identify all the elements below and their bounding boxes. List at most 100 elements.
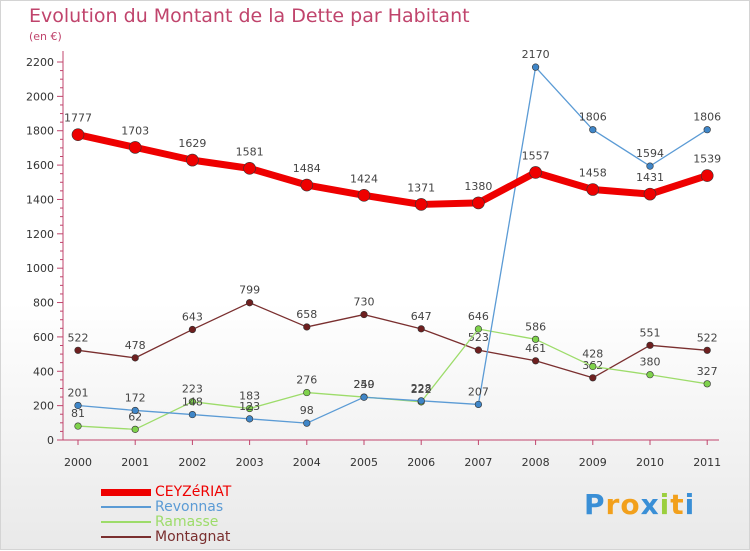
data-point [531, 335, 540, 343]
data-point [188, 325, 196, 334]
x-tick-label: 2000 [64, 456, 92, 469]
data-label: 98 [300, 404, 314, 417]
data-label: 1806 [579, 111, 607, 124]
data-label: 172 [125, 391, 146, 404]
series-layer: 5224786437996587306475234613625515228162… [64, 48, 721, 433]
data-label: 1594 [636, 147, 664, 160]
data-label: 250 [354, 378, 375, 391]
data-label: 522 [68, 331, 89, 344]
data-point [131, 406, 139, 415]
x-tick-label: 2010 [636, 456, 664, 469]
legend-item-ceyzeriat: CEYZéRIAT [101, 485, 231, 500]
data-point [303, 388, 311, 397]
data-label: 730 [354, 296, 375, 309]
data-point [474, 400, 483, 409]
data-point [186, 153, 199, 167]
data-label: 2170 [522, 48, 550, 61]
data-point [703, 380, 711, 388]
axes: 0 200 400 600 800 1000 1200 1400 1600 1800 2000 220… [26, 51, 721, 469]
data-label: 1424 [350, 172, 378, 185]
data-point [589, 374, 597, 382]
data-point [74, 422, 82, 430]
data-point [74, 401, 82, 410]
legend-item-revonnas: Revonnas [101, 500, 231, 515]
y-tick-label: 200 [33, 400, 54, 413]
x-tick-label: 2009 [579, 456, 607, 469]
legend-swatch-revonnas [101, 506, 151, 508]
series-1: 201 172 148 123 98 249 228 207 2170 1806 1594 1806 [68, 48, 721, 427]
y-tick-label: 400 [33, 365, 54, 378]
data-point [474, 346, 483, 354]
data-label: 81 [71, 407, 85, 420]
proxiti-logo: Proxiti [584, 488, 695, 521]
series-line [77, 66, 708, 424]
data-label: 228 [411, 382, 432, 395]
data-label: 522 [697, 331, 718, 344]
data-point [417, 397, 425, 405]
data-label: 478 [125, 339, 146, 352]
data-point [700, 169, 714, 182]
data-label: 1371 [407, 181, 435, 194]
legend-item-montagnat: Montagnat [101, 530, 231, 545]
legend-label-revonnas: Revonnas [155, 499, 224, 515]
data-label: 643 [182, 311, 203, 324]
legend-item-ramasse: Ramasse [101, 515, 231, 530]
data-point [589, 362, 597, 371]
data-label: 327 [697, 365, 718, 378]
data-point [586, 183, 600, 196]
y-tick-label: 2000 [26, 90, 54, 103]
data-label: 1458 [579, 166, 607, 179]
data-point [646, 162, 654, 170]
data-point [131, 425, 139, 433]
y-tick-label: 0 [47, 434, 54, 447]
data-label: 1703 [121, 124, 149, 137]
data-point [188, 398, 196, 406]
data-point [529, 166, 542, 179]
data-label: 249 [354, 378, 375, 391]
y-tick-label: 800 [33, 297, 54, 310]
data-label: 646 [468, 310, 489, 323]
data-label: 551 [640, 326, 661, 339]
x-tick-label: 2001 [121, 456, 149, 469]
legend-swatch-ramasse [101, 521, 151, 523]
legend-label-montagnat: Montagnat [155, 529, 231, 545]
data-label: 1581 [236, 145, 264, 158]
logo-letter: r [605, 488, 621, 521]
data-label: 1484 [293, 162, 321, 175]
data-label: 1777 [64, 112, 92, 125]
series-line [77, 328, 708, 430]
x-tick-label: 2006 [407, 456, 435, 469]
data-point [131, 354, 139, 362]
data-label: 201 [68, 386, 89, 399]
data-point [357, 189, 371, 202]
data-point [74, 346, 82, 354]
chart-unit-label: (en €) [29, 30, 62, 43]
x-tick-label: 2004 [293, 456, 321, 469]
logo-letter: i [684, 488, 696, 521]
series-line [77, 302, 708, 379]
data-point [188, 410, 196, 419]
data-label: 1539 [693, 153, 721, 166]
x-tick-label: 2007 [464, 456, 492, 469]
x-tick-label: 2003 [236, 456, 264, 469]
legend-label-ceyzeriat: CEYZéRIAT [155, 484, 232, 500]
data-point [646, 371, 654, 379]
data-label: 183 [239, 390, 260, 403]
data-label: 62 [128, 410, 142, 423]
data-point [303, 419, 311, 427]
legend-swatch-ceyzeriat [101, 488, 151, 496]
logo-letter: t [670, 488, 685, 521]
data-point [531, 357, 540, 365]
data-point [589, 126, 597, 134]
data-point [300, 178, 314, 192]
data-point [360, 310, 368, 319]
data-point [474, 325, 483, 333]
legend-swatch-montagnat [101, 536, 151, 538]
data-label: 658 [296, 308, 317, 321]
data-point [531, 63, 540, 71]
legend: CEYZéRIAT Revonnas Ramasse Montagnat [101, 485, 231, 545]
x-tick-label: 2011 [693, 456, 721, 469]
legend-label-ramasse: Ramasse [155, 514, 219, 530]
data-point [414, 198, 428, 211]
